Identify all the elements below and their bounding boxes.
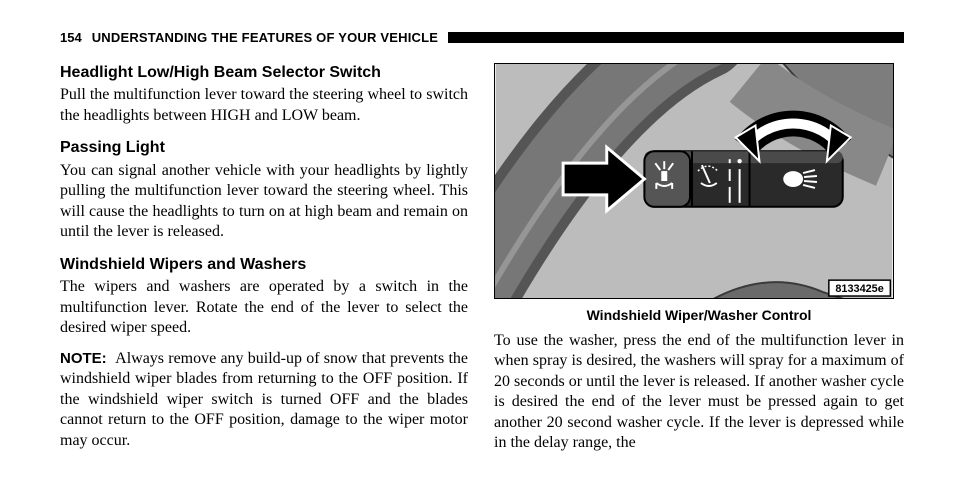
image-ref-text: 8133425e <box>835 283 883 295</box>
body-wipers: The wipers and washers are operated by a… <box>60 277 468 338</box>
section-wipers: Windshield Wipers and Washers The wipers… <box>60 255 468 339</box>
note-body: Always remove any build-up of snow that … <box>60 350 468 449</box>
left-column: Headlight Low/High Beam Selector Switch … <box>60 63 468 454</box>
note-paragraph: NOTE: Always remove any build-up of snow… <box>60 349 468 451</box>
page-number: 154 <box>60 30 82 45</box>
figure-wrapper: 8133425e Windshield Wiper/Washer Control <box>494 63 904 325</box>
note-label: NOTE: <box>60 350 107 367</box>
section-beam-selector: Headlight Low/High Beam Selector Switch … <box>60 63 468 126</box>
section-passing-light: Passing Light You can signal another veh… <box>60 138 468 242</box>
image-ref-box: 8133425e <box>829 280 890 296</box>
right-column: 8133425e Windshield Wiper/Washer Control… <box>494 63 904 454</box>
heading-beam-selector: Headlight Low/High Beam Selector Switch <box>60 63 468 83</box>
body-beam-selector: Pull the multifunction lever toward the … <box>60 85 468 126</box>
figure-caption: Windshield Wiper/Washer Control <box>494 307 904 325</box>
body-washer-use: To use the washer, press the end of the … <box>494 331 904 454</box>
heading-wipers: Windshield Wipers and Washers <box>60 255 468 275</box>
wiper-control-figure: 8133425e <box>494 63 894 299</box>
body-passing-light: You can signal another vehicle with your… <box>60 161 468 243</box>
running-header: 154 UNDERSTANDING THE FEATURES OF YOUR V… <box>60 30 904 45</box>
chapter-title: UNDERSTANDING THE FEATURES OF YOUR VEHIC… <box>92 30 438 45</box>
header-rule <box>448 32 904 43</box>
heading-passing-light: Passing Light <box>60 138 468 158</box>
